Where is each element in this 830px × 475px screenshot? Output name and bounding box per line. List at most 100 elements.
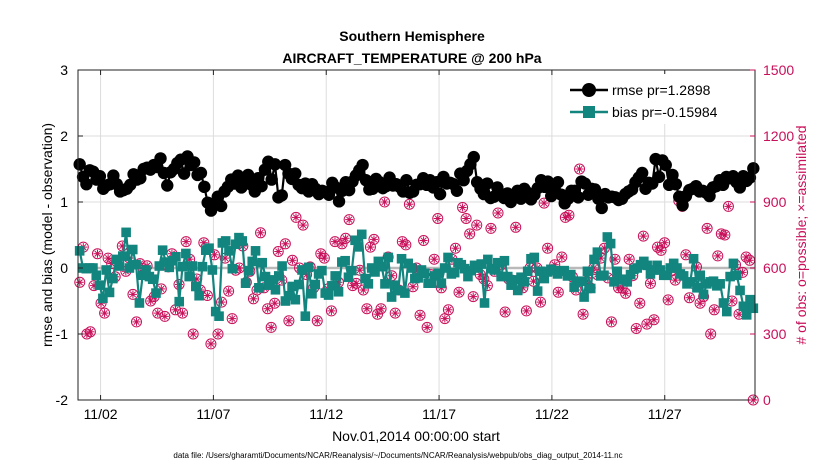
obs-assimilated-point (522, 306, 531, 315)
bias-point (376, 261, 387, 272)
bias-point (237, 236, 248, 246)
bias-point (297, 265, 307, 275)
obs-assimilated-point (423, 323, 432, 332)
obs-assimilated-stroke (455, 289, 463, 296)
obs-possible-point (556, 251, 568, 263)
obs-assimilated-stroke (104, 254, 112, 262)
obs-possible-point (99, 307, 111, 319)
obs-assimilated-point (132, 317, 141, 326)
obs-assimilated-stroke (392, 309, 399, 317)
obs-assimilated-stroke (466, 230, 473, 238)
bias-point (609, 277, 619, 287)
obs-assimilated-point (345, 215, 354, 224)
bias-point (207, 265, 218, 275)
y-right-axis-label: # of obs: o=possible; ×=assimilated (793, 125, 809, 344)
rmse-point (161, 179, 174, 192)
bias-point (101, 265, 112, 275)
obs-assimilated-point (625, 255, 634, 264)
obs-assimilated-stroke (147, 297, 154, 305)
obs-possible-point (357, 284, 369, 296)
obs-possible-point (708, 304, 720, 316)
obs-assimilated-point (657, 246, 666, 255)
obs-assimilated-stroke (271, 300, 278, 307)
bias-point (725, 271, 735, 282)
bias-point (463, 271, 473, 282)
obs-assimilated-stroke (179, 309, 186, 317)
obs-assimilated-point (642, 320, 651, 329)
obs-assimilated-point (713, 251, 722, 260)
obs-assimilated-stroke (714, 252, 721, 260)
obs-assimilated-stroke (314, 317, 321, 324)
plot-frame (77, 69, 756, 401)
obs-possible-point (279, 238, 291, 250)
obs-assimilated-stroke (346, 216, 353, 223)
obs-possible-point (403, 198, 415, 210)
obs-possible-point (637, 230, 649, 242)
bias-point (343, 272, 354, 283)
obs-possible-point (659, 237, 671, 249)
obs-assimilated-point (646, 279, 655, 288)
bias-point (277, 261, 287, 271)
bias-point (323, 290, 334, 300)
bias-point (386, 292, 397, 302)
bias-point (370, 267, 380, 277)
bias-point (270, 284, 281, 295)
obs-assimilated-point (203, 291, 212, 300)
bias-point (154, 261, 165, 271)
rmse-point (450, 184, 464, 197)
obs-possible-point (683, 292, 695, 304)
bias-point (187, 261, 198, 271)
bias-point (293, 279, 304, 290)
obs-assimilated-point (486, 224, 495, 233)
bias-point (662, 270, 672, 281)
bias-point (536, 266, 546, 277)
obs-possible-point (421, 321, 433, 333)
obs-possible-point (577, 308, 589, 320)
obs-possible-point (255, 227, 267, 239)
obs-assimilated-point (696, 299, 705, 308)
bias-point (692, 283, 702, 293)
obs-possible-point (449, 242, 461, 254)
obs-assimilated-point (316, 249, 325, 258)
bias-point (104, 287, 115, 298)
rmse-point (255, 179, 268, 193)
obs-assimilated-stroke (721, 231, 729, 239)
obs-assimilated-stroke (370, 236, 378, 243)
bias-point (685, 277, 696, 287)
bias-point (566, 269, 576, 280)
obs-possible-point (262, 303, 274, 315)
obs-assimilated-point (444, 305, 453, 314)
bias-point (599, 270, 609, 281)
bias-point (715, 279, 725, 289)
y-axis-ticks: -2 -1 0 1 2 3 (56, 62, 83, 408)
bias-point (197, 261, 208, 272)
obs-assimilated-point (338, 239, 347, 248)
obs-possible-point (418, 235, 430, 246)
obs-assimilated-point (408, 282, 417, 291)
obs-assimilated-stroke (211, 251, 218, 258)
bias-point (612, 266, 623, 277)
obs-possible-point (485, 222, 497, 234)
obs-assimilated-point (501, 308, 510, 316)
obs-assimilated-point (228, 314, 237, 323)
obs-possible-point (538, 197, 550, 209)
obs-assimilated-point (664, 295, 673, 304)
obs-assimilated-stroke (328, 307, 335, 315)
obs-assimilated-stroke (431, 256, 438, 263)
obs-assimilated-stroke (214, 330, 222, 338)
obs-possible-point (605, 316, 617, 328)
obs-assimilated-point (621, 289, 630, 298)
obs-assimilated-point (735, 310, 744, 319)
obs-assimilated-point (494, 209, 503, 217)
y-tick-label-0: -2 (56, 392, 69, 408)
bias-point (413, 273, 423, 283)
obs-assimilated-point (543, 244, 552, 253)
bias-point (406, 263, 417, 273)
bias-point (273, 271, 284, 281)
obs-assimilated-point (327, 306, 336, 315)
obs-assimilated-stroke (540, 199, 548, 207)
y-tick-label-2: 0 (60, 260, 68, 276)
bias-point (436, 278, 447, 288)
bias-point (449, 267, 460, 278)
